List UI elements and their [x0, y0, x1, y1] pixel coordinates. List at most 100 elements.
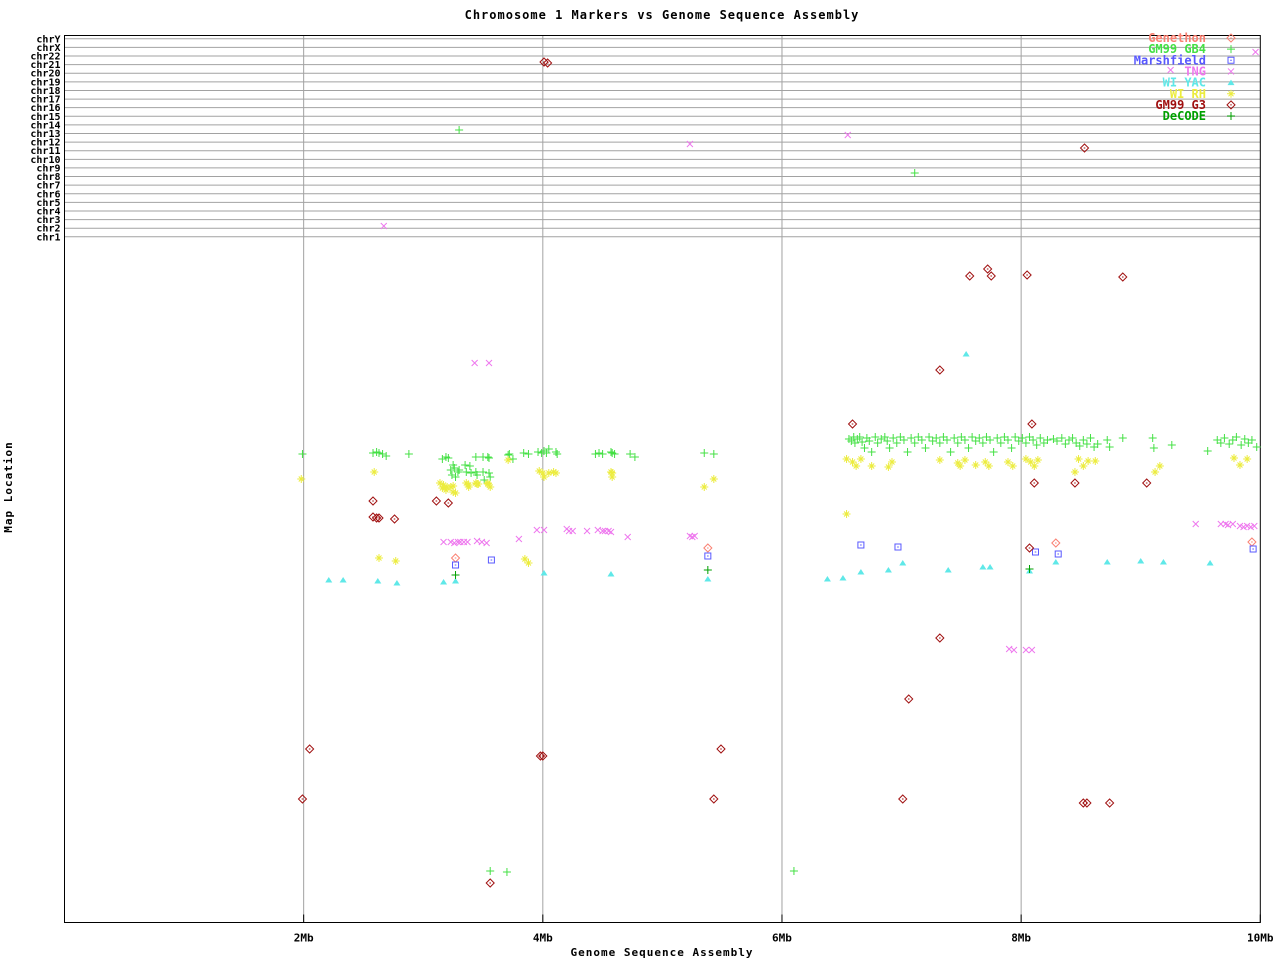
wi-yac-point — [1206, 560, 1214, 566]
gm99-gb4-point — [519, 449, 528, 457]
wi-rh-point — [451, 489, 460, 497]
gm99-gb4-point — [953, 439, 962, 447]
marshfield-point — [857, 541, 865, 549]
gm99-g3-point — [935, 365, 945, 375]
tng-point — [1167, 66, 1174, 74]
gm99-gb4-point — [1029, 436, 1038, 444]
gm99-gb4-point — [986, 436, 995, 444]
gm99-gb4-point — [943, 436, 951, 444]
gm99-gb4-point — [1225, 440, 1234, 448]
chromosome-label: chr4 — [36, 206, 60, 217]
tng-point — [1028, 646, 1036, 654]
gm99-gb4-point — [1247, 436, 1256, 444]
gm99-gb4-point — [1105, 443, 1114, 451]
wi-rh-point — [1070, 468, 1079, 476]
wi-rh-point — [538, 469, 547, 477]
wi-yac-point — [339, 577, 347, 583]
marshfield-point — [487, 556, 495, 564]
wi-yac-point — [986, 564, 994, 570]
gm99-g3-point — [538, 751, 548, 761]
legend-label: GM99 G3 — [1155, 98, 1206, 112]
wi-rh-point — [709, 475, 718, 483]
wi-yac-point — [374, 578, 382, 584]
gm99-g3-point — [716, 744, 726, 754]
legend-label: GM99 GB4 — [1148, 42, 1206, 56]
decode-point — [1025, 565, 1034, 573]
gm99-gb4-point — [867, 448, 876, 456]
wi-rh-point — [842, 455, 851, 463]
gm99-gb4-point — [1007, 444, 1016, 452]
tng-point — [515, 535, 523, 543]
x-tick-label: 8Mb — [1011, 932, 1031, 945]
wi-rh-point — [1003, 458, 1012, 466]
chromosome-label: chr17 — [30, 95, 60, 106]
genethon-point — [450, 553, 461, 563]
gm99-gb4-point — [404, 450, 413, 458]
marshfield-point — [1054, 550, 1062, 558]
gm99-gb4-point — [1064, 436, 1073, 444]
gm99-gb4-point — [1240, 435, 1249, 443]
chromosome-label: chr10 — [30, 155, 60, 166]
plot-frame — [64, 35, 1261, 923]
wi-rh-point — [297, 475, 306, 483]
gm99-g3-point — [935, 633, 945, 643]
wi-yac-point — [962, 351, 970, 357]
legend-label: TNG — [1184, 64, 1206, 78]
gm99-gb4-point — [946, 448, 955, 456]
marshfield-point — [452, 561, 460, 569]
wi-rh-point — [374, 554, 383, 562]
tng-point — [583, 527, 591, 535]
wi-rh-point — [1235, 461, 1244, 469]
chromosome-label: chrX — [36, 43, 60, 54]
gm99-g3-point — [1079, 143, 1090, 153]
gm99-gb4-point — [455, 126, 464, 134]
gm99-gb4-point — [1003, 436, 1012, 444]
chromosome-label: chr14 — [30, 120, 60, 131]
wi-yac-point — [979, 564, 987, 570]
gm99-gb4-point — [910, 439, 919, 447]
wi-rh-point — [1091, 457, 1100, 465]
wi-yac-point — [823, 576, 831, 582]
tng-point — [454, 538, 462, 546]
gm99-gb4-point — [964, 444, 973, 452]
gm99-gb4-point — [524, 450, 533, 458]
gm99-gb4-point — [553, 450, 562, 458]
gm99-gb4-point — [455, 466, 464, 474]
tng-point — [624, 533, 632, 541]
wi-rh-point — [1074, 455, 1083, 463]
wi-rh-point — [971, 461, 980, 469]
gm99-gb4-point — [1018, 434, 1027, 442]
tng-point — [1217, 520, 1225, 528]
marshfield-point — [1249, 545, 1257, 553]
gm99-gb4-point — [502, 868, 511, 876]
wi-rh-point — [848, 458, 857, 466]
chromosome-label: chr19 — [30, 77, 60, 88]
tng-point — [691, 532, 699, 540]
gm99-g3-point — [368, 496, 378, 506]
wi-yac-point — [393, 580, 401, 586]
wi-rh-point — [1030, 462, 1039, 470]
marshfield-point — [1031, 548, 1039, 556]
tng-point — [440, 538, 447, 546]
wi-rh-point — [441, 486, 450, 494]
gm99-gb4-point — [877, 435, 886, 443]
wi-rh-point — [551, 469, 560, 477]
gm99-gb4-point — [1086, 434, 1095, 442]
x-tick-label: 4Mb — [533, 932, 553, 945]
wi-rh-point — [438, 484, 447, 492]
gm99-gb4-point — [1068, 434, 1077, 442]
gm99-gb4-point — [486, 473, 495, 481]
wi-yac-point — [839, 575, 847, 581]
gm99-g3-point — [389, 514, 400, 524]
tng-point — [1252, 48, 1259, 56]
chromosome-label: chr16 — [30, 103, 60, 114]
tng-point — [471, 359, 479, 367]
gm99-gb4-point — [960, 436, 969, 444]
wi-rh-point — [474, 480, 483, 488]
wi-rh-point — [953, 459, 962, 467]
legend-marker-genethon-icon — [1226, 33, 1236, 43]
gm99-gb4-point — [298, 450, 307, 458]
gm99-g3-point — [1118, 272, 1128, 282]
gm99-gb4-point — [485, 469, 494, 477]
